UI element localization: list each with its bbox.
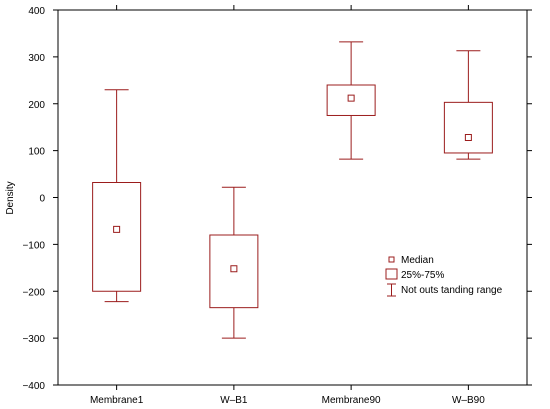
legend-box-marker — [385, 268, 398, 280]
box-w-b1 — [209, 186, 259, 339]
x-axis: Membrane1 W–B1 Membrane90 W–B90 — [90, 5, 485, 406]
box-membrane1 — [92, 89, 142, 303]
x-tick-label: W–B1 — [220, 395, 248, 406]
iqr-box — [209, 234, 259, 309]
median-marker — [113, 225, 121, 233]
legend-box-label: 25%-75% — [401, 270, 444, 281]
x-tick-label: Membrane1 — [90, 395, 144, 406]
box-series — [92, 41, 493, 339]
box-membrane90 — [326, 41, 376, 160]
legend-whisker-marker — [387, 283, 396, 297]
legend-median-label: Median — [401, 255, 434, 266]
y-tick-label: 400 — [28, 6, 45, 17]
y-tick-label: −100 — [22, 240, 45, 251]
y-tick-label: −400 — [22, 381, 45, 392]
x-tick-label: Membrane90 — [322, 395, 381, 406]
y-axis-title: Density — [5, 181, 16, 214]
y-tick-label: 300 — [28, 53, 45, 64]
y-tick-label: −200 — [22, 287, 45, 298]
iqr-box — [443, 101, 493, 154]
plot-area-frame — [57, 9, 528, 386]
median-marker — [230, 265, 238, 273]
y-tick-label: 100 — [28, 147, 45, 158]
median-marker — [347, 94, 355, 102]
median-marker — [464, 134, 472, 141]
y-tick-label: 200 — [28, 100, 45, 111]
legend: Median 25%-75% Not outs tanding range — [385, 255, 503, 297]
y-axis: −400 −300 −200 −100 0 100 200 300 400 — [22, 6, 532, 392]
box-w-b90 — [443, 50, 493, 160]
y-tick-label: −300 — [22, 334, 45, 345]
iqr-box — [92, 182, 142, 292]
legend-median-marker — [388, 256, 395, 263]
iqr-box — [326, 84, 376, 116]
legend-whisker-label: Not outs tanding range — [401, 285, 503, 296]
x-tick-label: W–B90 — [452, 395, 485, 406]
y-tick-label: 0 — [39, 194, 45, 205]
